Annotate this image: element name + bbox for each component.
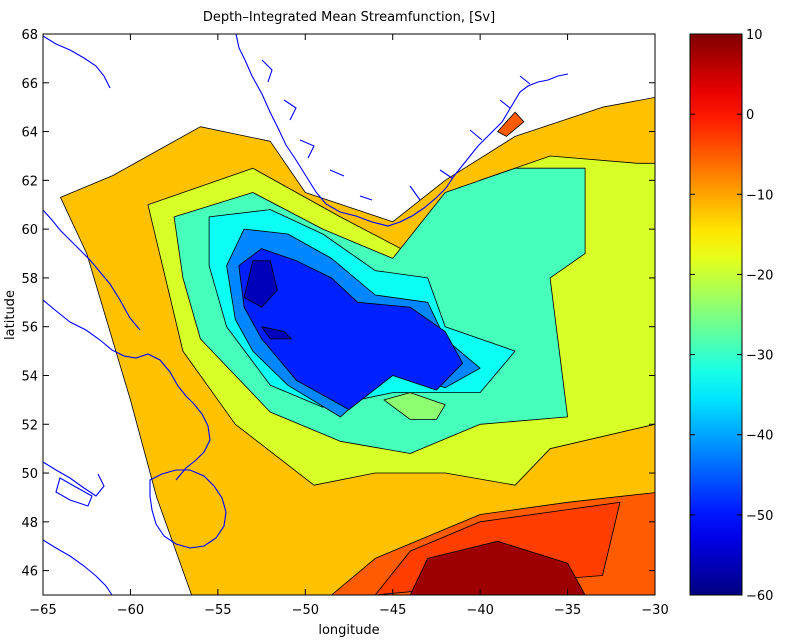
x-axis-label: longitude [318, 623, 379, 638]
colorbar-tick-label: −30 [746, 349, 773, 364]
x-tick-label: −60 [117, 603, 144, 618]
x-tick-label: −30 [641, 603, 668, 618]
colorbar: −60 −50 −40 −30 −20 −10 0 10 [689, 28, 773, 604]
x-tick-label: −35 [554, 603, 581, 618]
plot-frame [42, 33, 656, 596]
colorbar-gradient [689, 33, 743, 596]
labrador-coast [43, 299, 211, 481]
plot-area: −65 −60 −55 −50 −45 −40 −35 −30 46 48 50 52 54 56 58 6… [21, 28, 668, 618]
x-axis: −65 −60 −55 −50 −45 −40 −35 −30 [29, 34, 669, 618]
colorbar-tick-label: 0 [746, 108, 754, 123]
contour-region-5 [497, 111, 525, 137]
gulf-coast [43, 461, 113, 595]
contour-regions [60, 97, 655, 595]
colorbar-tick-label: −50 [746, 509, 773, 524]
y-tick-label: 58 [21, 272, 38, 287]
coastline-outline [43, 34, 569, 595]
y-axis-label: latitude [3, 290, 18, 340]
x-tick-label: −65 [29, 603, 56, 618]
y-tick-label: 64 [21, 126, 38, 141]
x-tick-label: −55 [204, 603, 231, 618]
contour-region-12 [261, 326, 292, 340]
y-tick-label: 46 [21, 565, 38, 580]
baffin-coast [43, 35, 141, 331]
chart-title: Depth–Integrated Mean Streamfunction, [S… [203, 10, 495, 25]
colorbar-ticks: −60 −50 −40 −30 −20 −10 0 10 [690, 28, 773, 604]
y-axis: 46 48 50 52 54 56 58 60 62 64 66 68 [21, 28, 655, 580]
colorbar-tick-label: −60 [746, 589, 773, 604]
colorbar-tick-label: −10 [746, 188, 773, 203]
colorbar-tick-label: 10 [746, 28, 763, 43]
y-tick-label: 68 [21, 28, 38, 43]
y-tick-label: 62 [21, 174, 38, 189]
y-tick-label: 60 [21, 223, 38, 238]
y-tick-label: 54 [21, 369, 38, 384]
x-tick-label: −40 [466, 603, 493, 618]
y-tick-label: 66 [21, 77, 38, 92]
contour-region-13 [383, 392, 446, 420]
y-tick-label: 50 [21, 467, 38, 482]
newfoundland-coast [149, 469, 227, 549]
colorbar-tick-label: −40 [746, 429, 773, 444]
x-tick-label: −50 [292, 603, 319, 618]
x-tick-label: −45 [379, 603, 406, 618]
contour-region-10 [238, 248, 464, 411]
colorbar-tick-label: −20 [746, 268, 773, 283]
y-tick-label: 48 [21, 516, 38, 531]
greenland-fjords [261, 59, 531, 201]
y-tick-label: 56 [21, 321, 38, 336]
greenland-coast [235, 34, 569, 227]
contour-region-11 [243, 260, 278, 308]
contour-region-4 [409, 540, 586, 595]
y-tick-label: 52 [21, 418, 38, 433]
